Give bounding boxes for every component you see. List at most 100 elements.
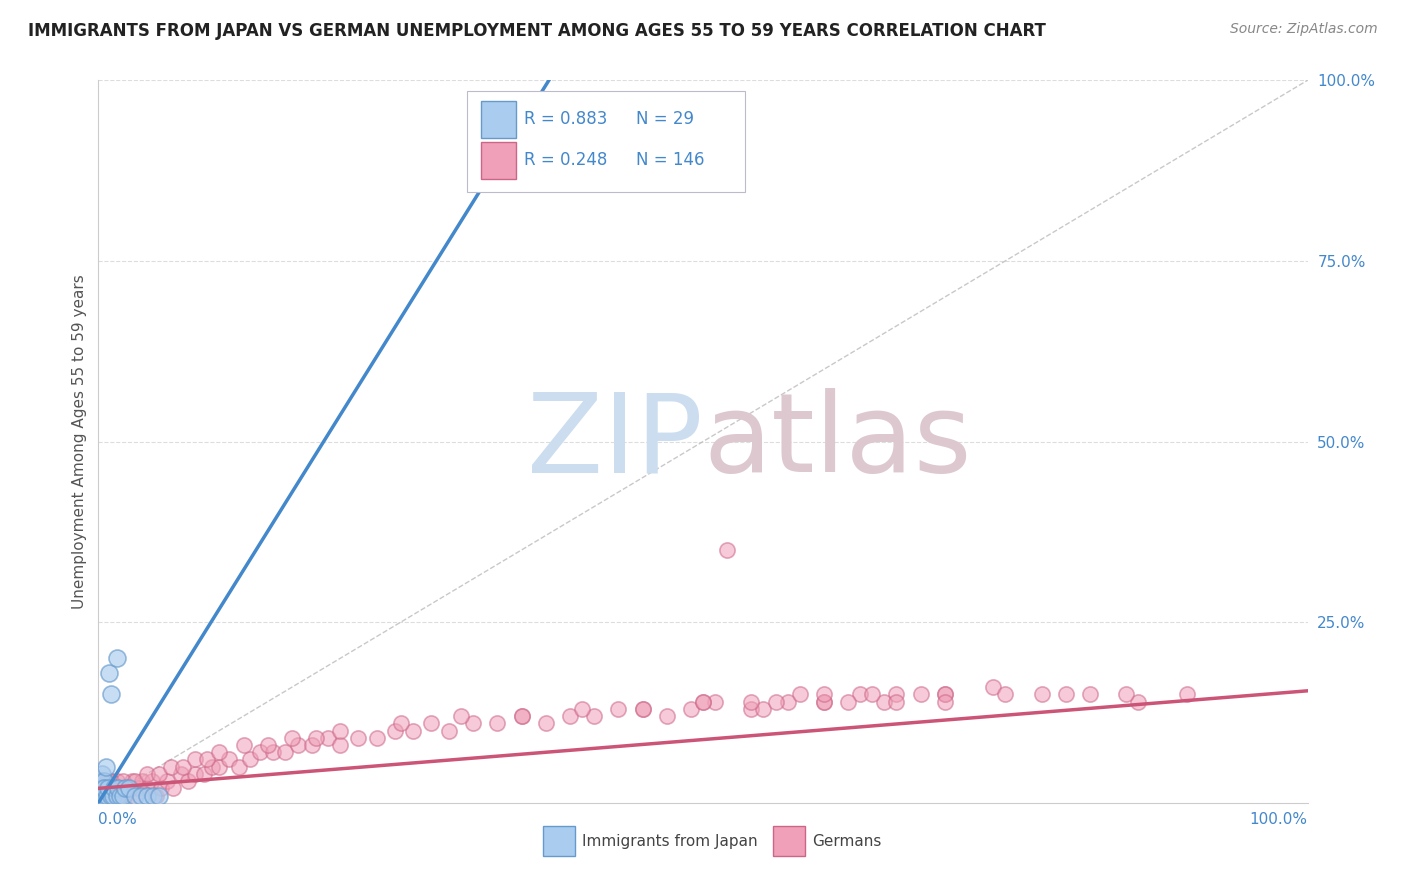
Point [107,789,129,803]
Point [135,767,157,781]
Point [486,716,509,731]
Point [305,731,328,745]
FancyBboxPatch shape [467,91,745,193]
Point [510,709,533,723]
Point [97,789,120,803]
Point [110,781,132,796]
Point [232,738,254,752]
Text: 100.0%: 100.0% [1250,813,1308,828]
Point [740,702,762,716]
Point [366,731,388,745]
Point [101,789,124,803]
Point [402,723,425,738]
Point [131,774,153,789]
Point [716,542,738,557]
Point [94,781,117,796]
Point [273,745,295,759]
Point [1115,687,1137,701]
Point [93,789,115,803]
Point [100,687,122,701]
Point [463,716,485,731]
Point [93,781,115,796]
Point [108,789,131,803]
Point [813,695,835,709]
Point [111,781,134,796]
Point [692,695,714,709]
Point [558,709,581,723]
Point [228,760,250,774]
Point [301,738,323,752]
Point [1128,695,1150,709]
Point [534,716,557,731]
Text: R = 0.883: R = 0.883 [524,110,607,128]
Point [316,731,339,745]
Point [91,789,114,803]
Point [148,789,170,803]
Point [172,760,194,774]
Point [776,695,799,709]
Point [849,687,872,701]
Point [679,702,702,716]
Point [100,774,122,789]
Point [93,781,115,796]
Point [100,774,122,789]
Point [752,702,775,716]
Point [160,760,183,774]
Point [100,781,122,796]
Point [208,760,231,774]
Point [124,789,146,803]
Point [510,709,533,723]
FancyBboxPatch shape [481,101,516,138]
Point [118,781,141,796]
Point [90,789,112,803]
Point [704,695,727,709]
Point [692,695,714,709]
Point [813,687,835,701]
Point [114,789,136,803]
Point [813,695,835,709]
Point [256,738,278,752]
Y-axis label: Unemployment Among Ages 55 to 59 years: Unemployment Among Ages 55 to 59 years [72,274,87,609]
FancyBboxPatch shape [773,826,804,856]
Point [108,781,131,796]
Point [97,781,120,796]
Point [108,789,131,803]
Point [162,781,184,796]
Point [90,781,112,796]
Point [389,716,412,731]
Point [89,774,111,789]
Point [97,781,120,796]
Point [104,781,127,796]
Point [1175,687,1198,701]
Point [195,752,218,766]
Point [91,767,114,781]
Point [101,781,124,796]
Point [789,687,811,701]
Point [1078,687,1101,701]
Point [98,781,121,796]
Point [89,789,111,803]
Point [873,695,896,709]
Point [1054,687,1077,701]
Point [93,789,115,803]
Text: 0.0%: 0.0% [98,813,138,828]
Point [111,774,134,789]
Point [420,716,443,731]
Point [631,702,654,716]
Point [740,695,762,709]
Point [100,789,122,803]
FancyBboxPatch shape [481,142,516,179]
Point [89,789,111,803]
Text: N = 146: N = 146 [637,151,704,169]
Text: Germans: Germans [811,834,882,848]
Point [91,789,114,803]
Point [91,781,114,796]
Point [201,760,224,774]
Point [105,781,128,796]
Point [103,789,125,803]
Point [193,767,215,781]
Point [96,789,118,803]
Point [93,774,115,789]
Point [94,789,117,803]
Point [329,723,352,738]
